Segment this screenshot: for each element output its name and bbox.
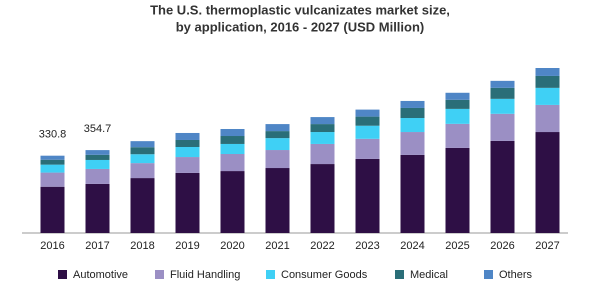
- x-tick-label: 2026: [490, 240, 514, 252]
- bar-segment: [175, 157, 200, 173]
- legend-swatch: [266, 270, 275, 279]
- bar-segment: [310, 143, 335, 165]
- bar-segment: [85, 154, 110, 160]
- x-tick-label: 2023: [355, 240, 379, 252]
- bar-segment: [130, 163, 155, 179]
- x-tick-label: 2025: [445, 240, 469, 252]
- bar-segment: [40, 155, 65, 160]
- bar-segment: [265, 131, 290, 139]
- total-label: 330.8: [39, 129, 67, 141]
- bar-segment: [490, 140, 515, 233]
- total-label: 354.7: [84, 123, 112, 135]
- bar-segment: [220, 154, 245, 172]
- x-tick-label: 2020: [220, 240, 244, 252]
- legend-swatch: [395, 270, 404, 279]
- legend-label: Automotive: [73, 269, 128, 281]
- x-tick-label: 2027: [535, 240, 559, 252]
- bar-segment: [310, 117, 335, 125]
- bar-segment: [175, 146, 200, 158]
- bar-segment: [400, 100, 425, 108]
- bar-segment: [490, 98, 515, 114]
- bar-segment: [445, 92, 470, 100]
- x-tick-label: 2021: [265, 240, 289, 252]
- bar-segment: [490, 80, 515, 88]
- bar-segment: [40, 164, 65, 173]
- bar-segment: [310, 124, 335, 133]
- bar-segment: [220, 171, 245, 233]
- legend-swatch: [155, 270, 164, 279]
- bar-segment: [40, 159, 65, 165]
- bar-segment: [490, 87, 515, 99]
- bar-segment: [535, 68, 560, 76]
- bar-segment: [175, 139, 200, 147]
- bar-segment: [355, 125, 380, 139]
- bar-segment: [355, 138, 380, 159]
- bar-segment: [220, 143, 245, 155]
- chart-title: by application, 2016 - 2027 (USD Million…: [176, 19, 425, 34]
- x-tick-label: 2022: [310, 240, 334, 252]
- bar-segment: [400, 132, 425, 155]
- bar-segment: [445, 123, 470, 148]
- legend-swatch: [484, 270, 493, 279]
- bar-segment: [130, 178, 155, 233]
- x-tick-label: 2024: [400, 240, 424, 252]
- bar-segment: [400, 107, 425, 119]
- bar-segment: [220, 136, 245, 144]
- bar-segment: [85, 150, 110, 155]
- bar-segment: [40, 186, 65, 233]
- bar-segment: [310, 132, 335, 144]
- bar-segment: [40, 172, 65, 187]
- bar-segment: [355, 116, 380, 126]
- bar-segment: [175, 172, 200, 233]
- bar-segment: [85, 183, 110, 233]
- bar-segment: [535, 75, 560, 88]
- bar-segment: [130, 141, 155, 148]
- x-tick-label: 2017: [85, 240, 109, 252]
- bar-segment: [130, 147, 155, 155]
- bar-segment: [265, 138, 290, 151]
- bar-segment: [535, 104, 560, 133]
- legend-label: Others: [499, 269, 533, 281]
- x-tick-label: 2019: [175, 240, 199, 252]
- bar-segment: [400, 154, 425, 233]
- bar-segment: [535, 87, 560, 105]
- bar-segment: [85, 159, 110, 169]
- legend-label: Medical: [410, 269, 448, 281]
- bar-segment: [85, 168, 110, 184]
- bar-segment: [265, 168, 290, 233]
- bar-segment: [490, 113, 515, 141]
- bar-segment: [445, 147, 470, 233]
- x-tick-label: 2016: [40, 240, 64, 252]
- bar-segment: [310, 164, 335, 233]
- bar-segment: [265, 124, 290, 132]
- bar-segment: [355, 109, 380, 117]
- legend-label: Fluid Handling: [170, 269, 240, 281]
- bar-segment: [400, 118, 425, 133]
- bar-segment: [355, 158, 380, 233]
- bar-segment: [265, 150, 290, 169]
- bar-segment: [220, 128, 245, 137]
- legend-swatch: [58, 270, 67, 279]
- x-tick-label: 2018: [130, 240, 154, 252]
- bar-segment: [535, 132, 560, 233]
- chart-title: The U.S. thermoplastic vulcanizates mark…: [150, 2, 450, 17]
- bar-segment: [445, 108, 470, 124]
- bar-segment: [130, 154, 155, 164]
- legend-label: Consumer Goods: [281, 269, 368, 281]
- bar-segment: [445, 99, 470, 109]
- bar-segment: [175, 132, 200, 140]
